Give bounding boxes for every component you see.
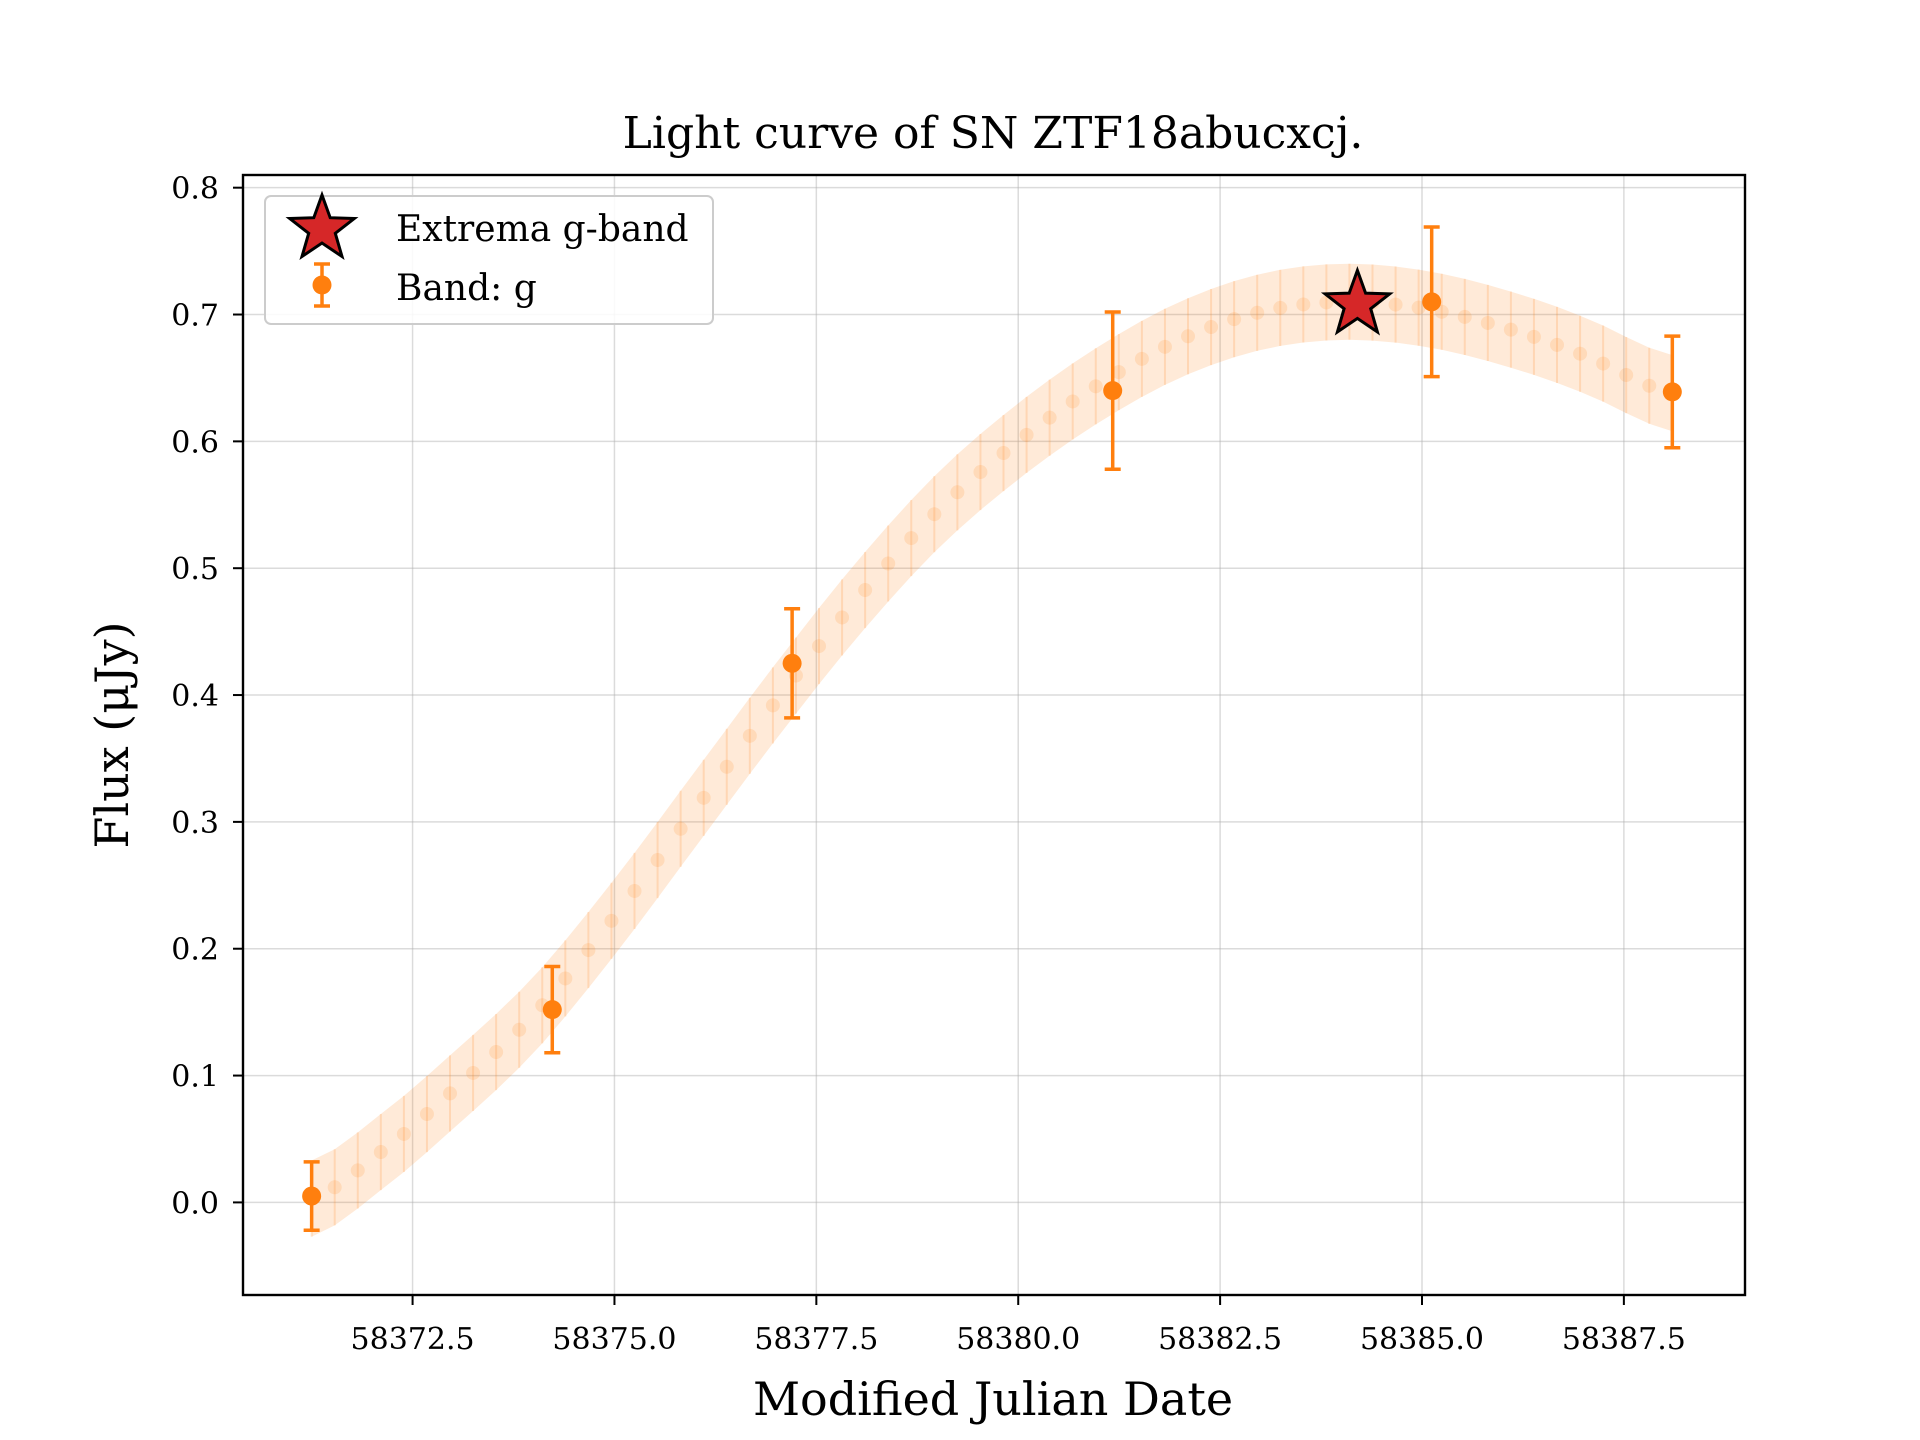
plot-frame [241,173,1747,1297]
y-tick-label: 0.0 [171,1186,219,1221]
model-point [996,446,1011,461]
model-point [443,1086,458,1101]
model-point [1250,305,1265,320]
x-axis-label: Modified Julian Date [753,1372,1233,1426]
model-point [1204,320,1219,335]
extrema-star [1320,265,1394,336]
model-point [373,1145,388,1160]
model-point [1503,322,1518,337]
y-tick-label: 0.1 [171,1060,219,1095]
x-tick-label: 58375.0 [552,1322,676,1357]
model-point [1642,378,1657,393]
model-point [1065,394,1080,409]
model-point [512,1022,527,1037]
model-band [304,263,1680,1237]
model-point [1526,329,1541,344]
data-point [542,1000,562,1020]
model-band-area [311,263,1673,1237]
y-axis-ticks: 0.0 0.1 0.2 0.3 0.4 0.5 0.6 0.7 0.8 [171,172,243,1221]
legend-label-extrema: Extrema g-band [396,209,689,250]
x-tick-label: 58377.5 [754,1322,878,1357]
model-point [419,1107,434,1122]
chart-title: Light curve of SN ZTF18abucxcj. [623,108,1364,159]
y-tick-label: 0.6 [171,425,219,460]
x-tick-label: 58385.0 [1360,1322,1484,1357]
legend: Extrema g-band Band: g [264,190,714,325]
model-point [742,728,757,743]
model-point [327,1180,342,1195]
data-point [1103,381,1123,401]
model-point [627,883,642,898]
model-point [466,1065,481,1080]
model-point [350,1163,365,1178]
model-point [1134,351,1149,366]
model-point [604,913,619,928]
model-point [1457,309,1472,324]
y-axis-label: Flux (μJy) [85,621,139,848]
data-points [302,225,1682,1233]
data-point [782,653,802,673]
model-point [1227,312,1242,327]
model-point [1619,368,1634,383]
model-point [927,507,942,522]
model-point [1388,297,1403,312]
model-point [1181,329,1196,344]
legend-label-band: Band: g [396,268,537,309]
model-point [1480,315,1495,330]
legend-box [264,195,714,325]
model-point [1596,356,1611,371]
model-point [650,853,665,868]
model-point [858,583,873,598]
model-point [719,759,734,774]
legend-point [312,275,332,295]
data-point [1422,292,1442,312]
model-point [1019,427,1034,442]
extrema-markers [1320,265,1394,336]
model-point [1273,300,1288,315]
model-point [696,790,711,805]
model-point [904,531,919,546]
legend-star [285,190,359,261]
model-point [1157,339,1172,354]
y-tick-label: 0.5 [171,552,219,587]
model-point [1042,410,1057,425]
y-tick-label: 0.7 [171,299,219,334]
model-point [881,556,896,571]
model-point [950,485,965,500]
model-point [1296,297,1311,312]
y-tick-label: 0.3 [171,806,219,841]
model-point [765,698,780,713]
model-point [1550,337,1565,352]
x-tick-label: 58387.5 [1562,1322,1686,1357]
model-point [581,943,596,958]
data-point [302,1186,322,1206]
y-tick-label: 0.8 [171,172,219,207]
model-point [1088,379,1103,394]
model-point [396,1126,411,1141]
x-tick-label: 58380.0 [956,1322,1080,1357]
model-point [1111,365,1126,380]
x-axis-ticks: 58372.5 58375.0 58377.5 58380.0 58382.5 58385… [351,1295,1686,1357]
y-tick-label: 0.4 [171,679,219,714]
model-point [489,1045,504,1060]
x-tick-label: 58382.5 [1158,1322,1282,1357]
model-point [973,465,988,480]
data-point [1662,382,1682,402]
model-point [1573,346,1588,361]
legend-errorbar-marker [312,262,332,308]
y-tick-label: 0.2 [171,933,219,968]
model-point [558,971,573,986]
x-tick-label: 58372.5 [351,1322,475,1357]
model-point [673,821,688,836]
model-point [1411,300,1426,315]
legend-star-marker [285,190,359,261]
grid [243,175,1745,1295]
model-point [812,639,827,654]
model-point [835,610,850,625]
